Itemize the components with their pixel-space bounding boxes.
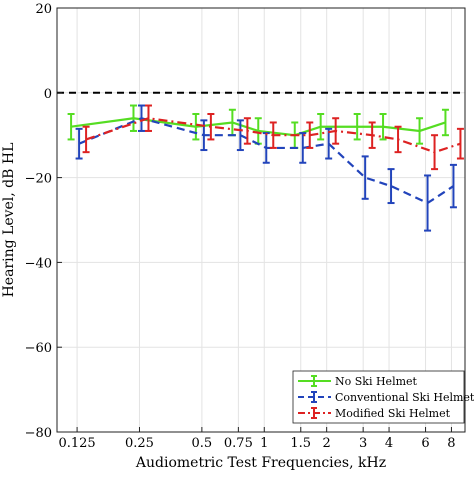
x-tick-label: 4 <box>385 436 393 451</box>
x-tick-label: 1.5 <box>290 436 311 451</box>
legend-entry: Modified Ski Helmet <box>298 407 451 420</box>
y-tick-labels: −80 −60 −40 −20 0 20 <box>25 2 62 441</box>
legend-entry: No Ski Helmet <box>298 375 418 388</box>
x-axis-title: Audiometric Test Frequencies, kHz <box>135 455 386 471</box>
legend-items: No Ski Helmet Conventional Ski Helmet Modi… <box>298 375 474 420</box>
y-tick-label: −80 <box>25 426 52 441</box>
x-tick-label: 8 <box>447 436 455 451</box>
legend: No Ski Helmet Conventional Ski Helmet Modi… <box>292 370 474 424</box>
plot-frame <box>56 7 466 433</box>
x-tick-label: 2 <box>323 436 331 451</box>
x-tick-labels: 0.125 0.25 0.5 0.75 1 1.5 2 3 4 6 8 <box>58 427 456 451</box>
legend-label: No Ski Helmet <box>335 375 418 388</box>
y-tick-label: 0 <box>44 87 52 102</box>
series-conventional-ski-helmet <box>75 104 457 232</box>
y-axis-title: Hearing Level, dB HL <box>1 143 17 298</box>
series-modified-ski-helmet <box>82 104 464 171</box>
y-tick-label: −60 <box>25 341 52 356</box>
x-tick-label: 3 <box>359 436 367 451</box>
y-tick-label: −20 <box>25 172 52 187</box>
x-tick-label: 0.125 <box>58 436 95 451</box>
x-tick-label: 0.25 <box>125 436 154 451</box>
y-tick-label: −40 <box>25 256 52 271</box>
grid-layer <box>57 7 465 433</box>
x-tick-label: 0.5 <box>192 436 213 451</box>
x-tick-label: 6 <box>421 436 429 451</box>
legend-entry: Conventional Ski Helmet <box>298 391 474 404</box>
series-line <box>78 117 455 205</box>
x-tick-label: 1 <box>260 436 268 451</box>
y-tick-label: 20 <box>35 2 52 17</box>
legend-label: Conventional Ski Helmet <box>335 391 474 404</box>
legend-label: Modified Ski Helmet <box>335 407 451 420</box>
x-tick-label: 0.75 <box>224 436 253 451</box>
series-layer <box>67 104 464 232</box>
